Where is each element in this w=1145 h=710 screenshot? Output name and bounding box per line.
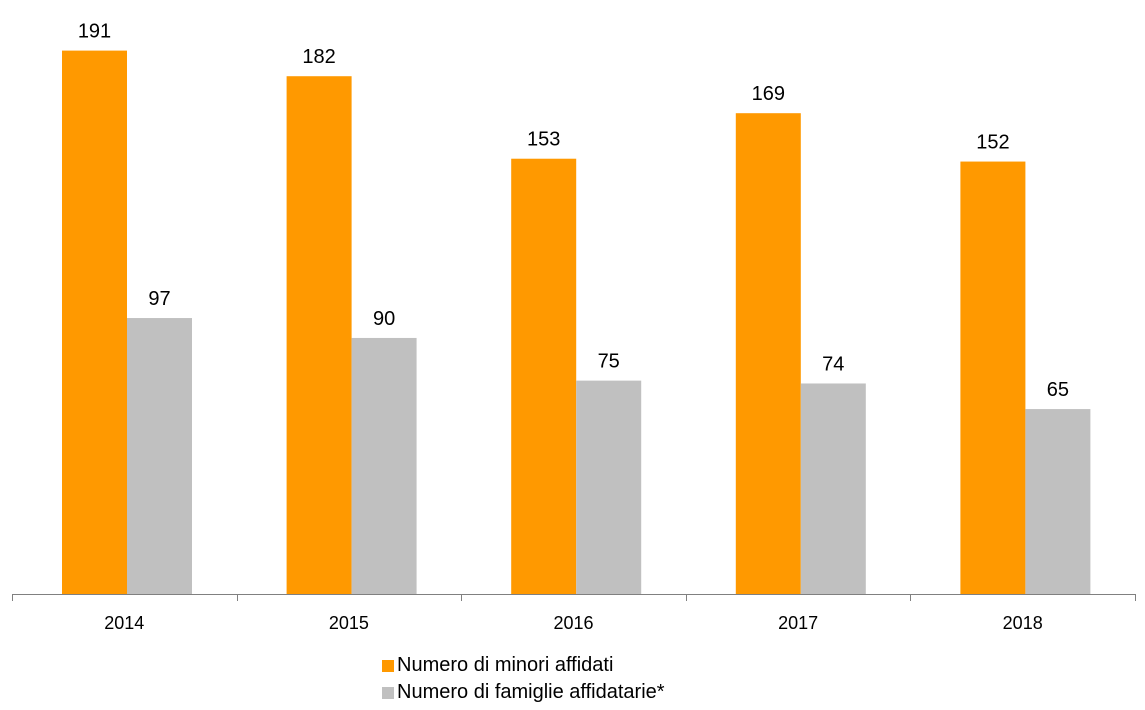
data-label-minori-2015: 182 (302, 46, 335, 68)
data-label-famiglie-2015: 90 (373, 308, 395, 330)
legend-label-famiglie: Numero di famiglie affidatarie* (397, 681, 665, 703)
data-label-minori-2017: 169 (752, 83, 785, 105)
bar-famiglie-2014 (127, 318, 192, 594)
bar-minori-2016 (511, 158, 577, 594)
data-label-minori-2018: 152 (976, 132, 1009, 154)
legend: Numero di minori affidati Numero di fami… (382, 652, 665, 706)
data-label-famiglie-2018: 65 (1047, 379, 1069, 401)
x-tick-label-2017: 2017 (778, 613, 818, 633)
data-label-famiglie-2016: 75 (598, 351, 620, 373)
bar-chart-plot: 191 182 153 169 152 97 90 75 74 65 2014 2015 2016 201… (12, 21, 1136, 633)
x-tick-label-2015: 2015 (329, 613, 369, 633)
x-tick-label-2014: 2014 (104, 613, 144, 633)
data-label-minori-2016: 153 (527, 129, 560, 151)
bar-famiglie-2016 (576, 380, 642, 594)
data-label-famiglie-2017: 74 (822, 353, 844, 375)
bar-famiglie-2015 (351, 337, 417, 594)
legend-item-famiglie: Numero di famiglie affidatarie* (382, 679, 665, 706)
legend-item-minori: Numero di minori affidati (382, 652, 665, 679)
x-tick-label-2018: 2018 (1003, 613, 1043, 633)
bar-famiglie-2017 (800, 383, 866, 594)
bar-minori-2018 (960, 161, 1026, 594)
bar-minori-2017 (735, 113, 801, 594)
data-label-famiglie-2014: 97 (148, 288, 170, 310)
x-tick-label-2016: 2016 (553, 613, 593, 633)
legend-label-minori: Numero di minori affidati (397, 654, 614, 676)
bar-famiglie-2018 (1025, 409, 1091, 594)
bar-minori-2014 (62, 50, 127, 595)
bar-minori-2015 (286, 76, 352, 594)
legend-swatch-famiglie (382, 686, 394, 699)
data-label-minori-2014: 191 (78, 21, 111, 43)
legend-swatch-minori (382, 659, 394, 672)
